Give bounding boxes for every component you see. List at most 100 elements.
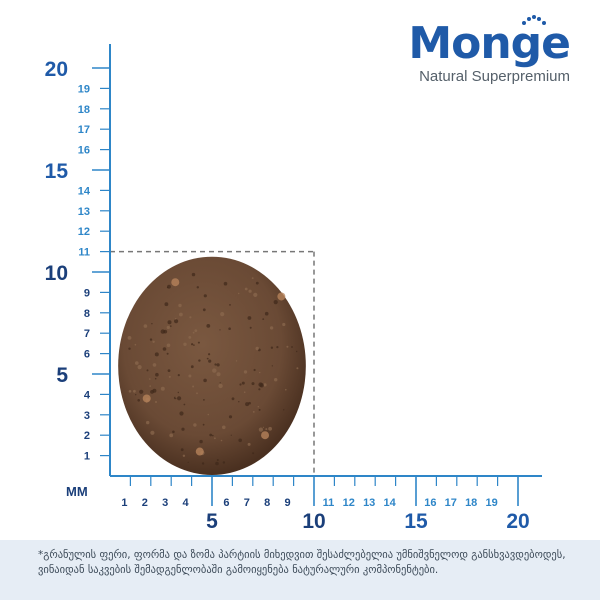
kibble-speckle bbox=[175, 396, 177, 398]
kibble-speckle bbox=[134, 343, 137, 346]
kibble-speckle bbox=[151, 323, 153, 325]
kibble-speckle bbox=[179, 411, 184, 416]
x-tick-label: 4 bbox=[183, 497, 190, 509]
kibble-speckle bbox=[179, 312, 183, 317]
kibble-speckle bbox=[216, 459, 219, 461]
kibble-speckle bbox=[259, 371, 261, 374]
kibble-speckle bbox=[258, 388, 261, 391]
kibble-speckle bbox=[181, 427, 185, 431]
kibble-speckle bbox=[247, 442, 251, 446]
kibble-speckle bbox=[187, 461, 189, 463]
kibble-speckle bbox=[296, 367, 299, 370]
kibble-speckle bbox=[149, 338, 153, 341]
kibble-speckle bbox=[162, 347, 167, 351]
kibble-highlight bbox=[171, 278, 180, 287]
kibble-speckle bbox=[139, 389, 144, 394]
y-tick-label: 19 bbox=[78, 83, 90, 95]
y-tick-label: 11 bbox=[78, 247, 90, 259]
kibble-speckle bbox=[206, 357, 209, 360]
y-major-label: 20 bbox=[45, 58, 68, 81]
kibble-speckle bbox=[249, 326, 252, 329]
kibble-speckle bbox=[150, 430, 155, 435]
kibble-speckle bbox=[203, 399, 205, 401]
y-tick-label: 1 bbox=[84, 451, 90, 463]
kibble-speckle bbox=[252, 452, 255, 455]
kibble-speckle bbox=[265, 428, 268, 431]
kibble-speckle bbox=[160, 386, 165, 391]
kibble-speckle bbox=[243, 370, 248, 374]
kibble-speckle bbox=[271, 365, 273, 367]
y-major-label: 10 bbox=[45, 262, 68, 285]
kibble-image bbox=[118, 256, 306, 475]
brand-name: Monge bbox=[408, 18, 571, 69]
kibble-speckle bbox=[248, 289, 252, 293]
y-tick-label: 12 bbox=[78, 226, 90, 238]
kibble-speckle bbox=[251, 382, 255, 386]
y-tick-label: 4 bbox=[84, 389, 91, 401]
kibble-speckle bbox=[177, 374, 180, 377]
kibble-speckle bbox=[155, 401, 157, 403]
kibble-speckle bbox=[251, 277, 254, 279]
kibble-speckle bbox=[188, 374, 192, 378]
x-tick-label: 19 bbox=[485, 497, 497, 509]
x-tick-label: 18 bbox=[465, 497, 477, 509]
kibble-speckle bbox=[167, 369, 171, 372]
kibble-speckle bbox=[149, 385, 151, 387]
kibble-speckle bbox=[220, 312, 225, 317]
kibble-speckle bbox=[291, 346, 293, 348]
kibble-speckle bbox=[150, 390, 154, 394]
kibble-speckle bbox=[154, 377, 157, 380]
kibble-speckle bbox=[286, 345, 289, 348]
kibble-speckle bbox=[282, 322, 286, 327]
kibble-speckle bbox=[285, 388, 287, 391]
kibble-speckle bbox=[194, 329, 198, 332]
kibble-speckle bbox=[174, 318, 177, 320]
kibble-speckle bbox=[258, 408, 261, 411]
kibble-speckle bbox=[137, 399, 140, 402]
kibble-speckle bbox=[155, 372, 159, 377]
kibble-speckle bbox=[202, 423, 205, 426]
x-tick-label: 2 bbox=[142, 497, 148, 509]
kibble-speckle bbox=[137, 365, 142, 370]
kibble-speckle bbox=[222, 461, 226, 464]
kibble-highlight bbox=[195, 447, 204, 456]
kibble-speckle bbox=[189, 316, 192, 319]
kibble-speckle bbox=[247, 316, 252, 320]
kibble-speckle bbox=[178, 303, 182, 308]
kibble-speckle bbox=[193, 423, 197, 427]
kibble-speckle bbox=[269, 326, 274, 330]
kibble-speckle bbox=[193, 344, 195, 346]
kibble-speckle bbox=[276, 346, 279, 349]
kibble-speckle bbox=[263, 383, 267, 387]
kibble-speckle bbox=[222, 425, 226, 430]
kibble-speckle bbox=[228, 327, 231, 331]
kibble-speckle bbox=[146, 420, 150, 425]
axes bbox=[109, 44, 542, 477]
kibble-speckle bbox=[143, 324, 148, 328]
kibble-speckle bbox=[209, 433, 213, 437]
kibble-speckle bbox=[253, 292, 258, 297]
kibble-speckle bbox=[274, 378, 278, 382]
kibble-speckle bbox=[197, 341, 200, 344]
kibble-highlight bbox=[261, 431, 270, 440]
kibble-speckle bbox=[252, 411, 255, 413]
y-tick-label: 16 bbox=[78, 145, 90, 157]
y-tick-label: 13 bbox=[78, 206, 90, 218]
kibble-speckle bbox=[196, 392, 198, 395]
y-tick-label: 3 bbox=[84, 410, 90, 422]
y-tick-label: 9 bbox=[84, 287, 90, 299]
kibble-speckle bbox=[152, 340, 155, 343]
kibble-speckle bbox=[264, 311, 269, 316]
kibble-speckle bbox=[135, 361, 139, 365]
kibble-speckle bbox=[262, 318, 265, 320]
kibble-speckle bbox=[253, 368, 256, 372]
kibble-speckle bbox=[128, 347, 131, 350]
kibble-speckle bbox=[169, 433, 174, 438]
kibble-speckle bbox=[166, 286, 169, 289]
kibble-speckle bbox=[166, 352, 169, 355]
kibble-speckle bbox=[238, 401, 240, 403]
kibble-speckle bbox=[230, 434, 232, 436]
kibble-speckle bbox=[238, 292, 240, 295]
